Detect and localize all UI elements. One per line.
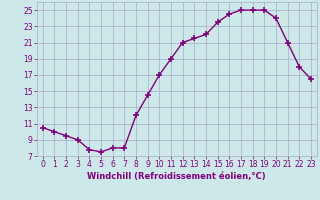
X-axis label: Windchill (Refroidissement éolien,°C): Windchill (Refroidissement éolien,°C) bbox=[87, 172, 266, 181]
